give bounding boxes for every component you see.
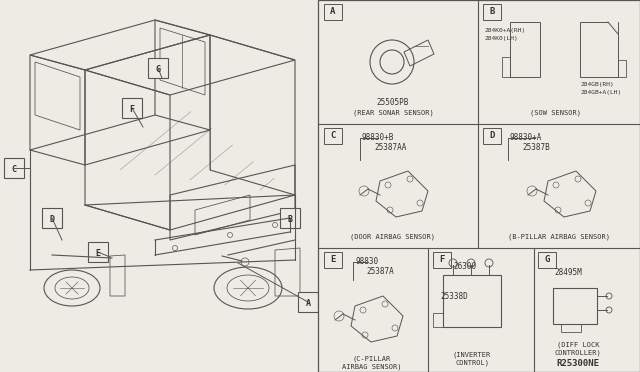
Text: 25387AA: 25387AA (374, 143, 406, 152)
Bar (553, 288, 597, 324)
Text: AIRBAG SENSOR): AIRBAG SENSOR) (342, 363, 402, 369)
Text: (INVERTER: (INVERTER (453, 352, 491, 359)
Text: 284K0(LH): 284K0(LH) (484, 36, 518, 41)
Text: C: C (12, 164, 17, 173)
Text: (SOW SENSOR): (SOW SENSOR) (531, 109, 582, 115)
Text: 28495M: 28495M (554, 268, 582, 277)
FancyBboxPatch shape (324, 4, 342, 20)
Text: E: E (95, 248, 100, 257)
Text: 98830+B: 98830+B (362, 133, 394, 142)
Text: CONTROLLER): CONTROLLER) (555, 350, 602, 356)
FancyBboxPatch shape (298, 292, 318, 312)
FancyBboxPatch shape (88, 242, 108, 262)
Polygon shape (608, 22, 618, 34)
FancyBboxPatch shape (42, 208, 62, 228)
FancyBboxPatch shape (483, 4, 501, 20)
Text: 25505PB: 25505PB (377, 98, 409, 107)
Text: F: F (129, 105, 134, 113)
FancyBboxPatch shape (280, 208, 300, 228)
Text: 25387B: 25387B (522, 143, 550, 152)
Text: 26300: 26300 (453, 262, 476, 271)
Text: A: A (330, 7, 336, 16)
Text: 25338D: 25338D (440, 292, 468, 301)
Text: (DIFF LOCK: (DIFF LOCK (557, 342, 599, 349)
Text: B: B (287, 215, 292, 224)
Text: D: D (490, 131, 495, 141)
Text: D: D (49, 215, 54, 224)
FancyBboxPatch shape (433, 252, 451, 268)
Text: G: G (156, 64, 161, 74)
FancyBboxPatch shape (122, 98, 142, 118)
Text: B: B (490, 7, 495, 16)
Text: (DOOR AIRBAG SENSOR): (DOOR AIRBAG SENSOR) (351, 233, 435, 240)
Bar (443, 275, 501, 327)
Text: 98830+A: 98830+A (510, 133, 542, 142)
Text: 25387A: 25387A (366, 267, 394, 276)
Text: 284K0+A(RH): 284K0+A(RH) (484, 28, 525, 33)
Text: CONTROL): CONTROL) (455, 360, 489, 366)
FancyBboxPatch shape (483, 128, 501, 144)
FancyBboxPatch shape (4, 158, 24, 178)
Text: C: C (330, 131, 336, 141)
Text: 284GB+A(LH): 284GB+A(LH) (580, 90, 621, 95)
Text: A: A (305, 298, 310, 308)
Text: (C-PILLAR: (C-PILLAR (353, 355, 391, 362)
FancyBboxPatch shape (324, 128, 342, 144)
Text: F: F (439, 256, 445, 264)
Text: G: G (544, 256, 550, 264)
Bar (318, 0, 640, 372)
Text: R25300NE: R25300NE (557, 359, 600, 368)
Text: (REAR SONAR SENSOR): (REAR SONAR SENSOR) (353, 110, 433, 116)
Text: (B-PILLAR AIRBAG SENSOR): (B-PILLAR AIRBAG SENSOR) (508, 233, 610, 240)
FancyBboxPatch shape (324, 252, 342, 268)
Text: E: E (330, 256, 336, 264)
FancyBboxPatch shape (148, 58, 168, 78)
FancyBboxPatch shape (538, 252, 556, 268)
Text: 98830: 98830 (355, 257, 378, 266)
Text: 284GB(RH): 284GB(RH) (580, 82, 614, 87)
